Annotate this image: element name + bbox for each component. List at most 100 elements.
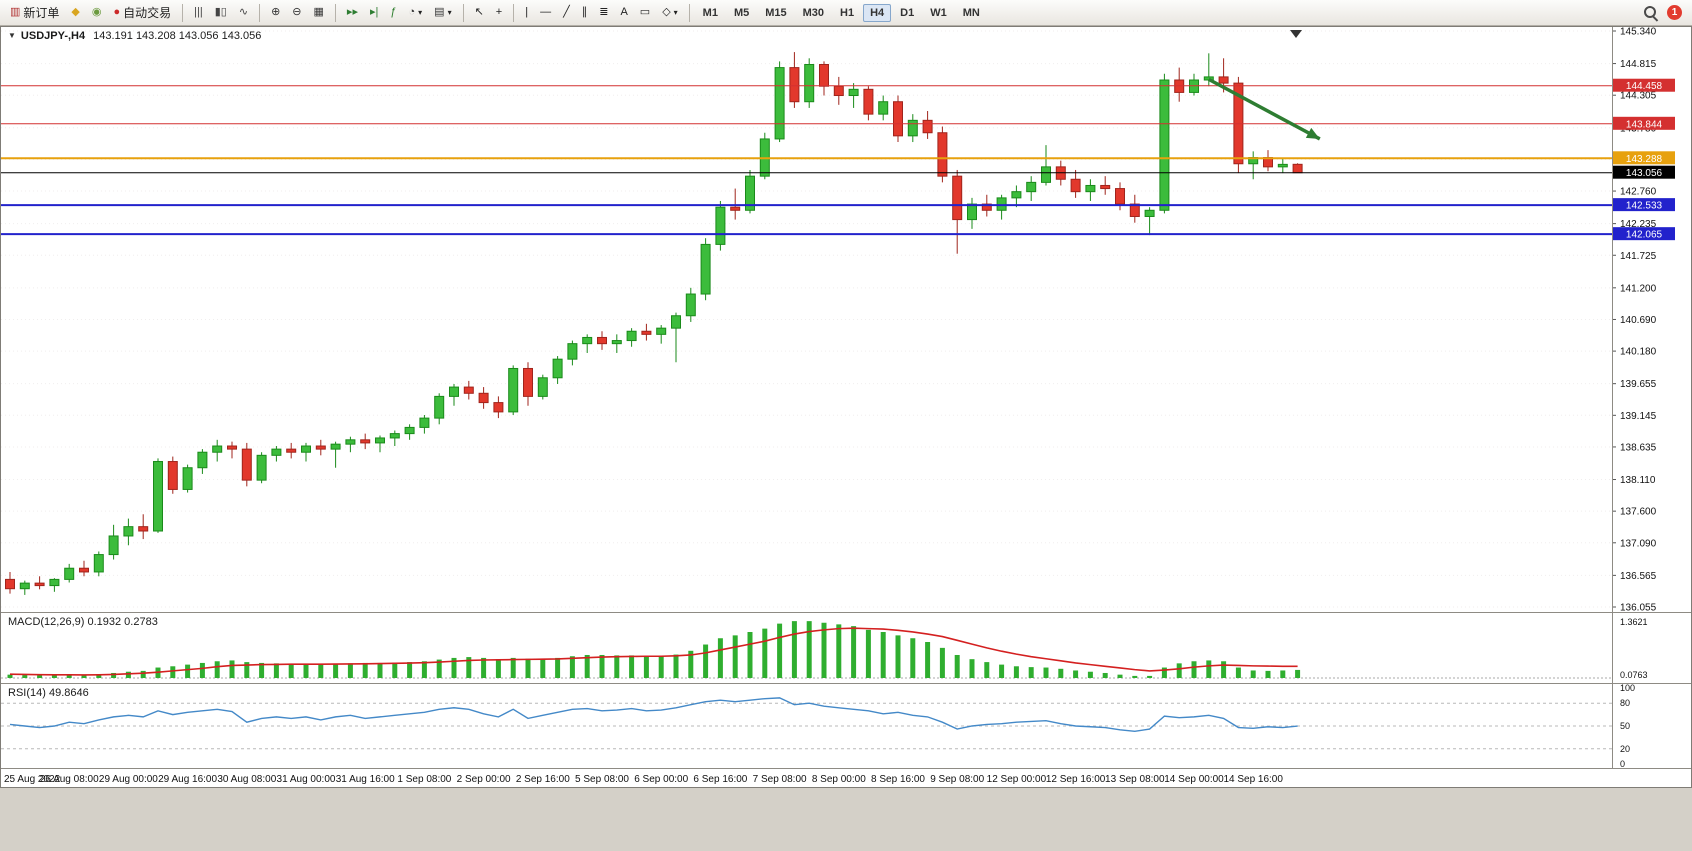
svg-text:136.055: 136.055 <box>1620 603 1657 614</box>
timeframe-h1[interactable]: H1 <box>840 6 855 19</box>
svg-text:141.200: 141.200 <box>1620 283 1657 294</box>
periods-icon[interactable]: ◔ ▾ <box>403 3 427 22</box>
rsi-line <box>9 697 1298 733</box>
timeframe-m30[interactable]: M30 <box>802 6 825 19</box>
auto-trading-icon: ● <box>113 6 121 18</box>
text-icon[interactable]: A <box>615 3 632 22</box>
toolbar-separator <box>334 3 336 22</box>
svg-text:145.340: 145.340 <box>1620 27 1657 38</box>
fibonacci-icon[interactable]: ≣ <box>594 3 613 22</box>
svg-text:26 Aug 08:00: 26 Aug 08:00 <box>40 774 99 785</box>
tile-windows-icon: ▦ <box>313 6 324 18</box>
text-label-icon: ▭ <box>639 6 651 18</box>
vertical-line-icon[interactable]: | <box>520 3 533 22</box>
auto-scroll-icon[interactable]: ▸▸ <box>342 3 363 22</box>
svg-text:139.655: 139.655 <box>1620 379 1657 390</box>
svg-text:80: 80 <box>1620 698 1630 708</box>
price-lines-layer: 144.458 143.844 143.288 142.533 142.065 143.0… <box>1 78 1675 241</box>
svg-text:141.725: 141.725 <box>1620 251 1657 262</box>
svg-text:138.110: 138.110 <box>1620 475 1656 486</box>
svg-text:31 Aug 16:00: 31 Aug 16:00 <box>336 774 395 785</box>
trendline-icon[interactable]: ╱ <box>558 3 575 22</box>
svg-text:137.600: 137.600 <box>1620 507 1657 518</box>
svg-text:14 Sep 00:00: 14 Sep 00:00 <box>1164 774 1224 785</box>
timeframe-mn[interactable]: MN <box>962 6 980 19</box>
zoom-in-icon[interactable]: ⊕ <box>266 3 285 22</box>
indicators-icon[interactable]: ƒ <box>385 3 401 22</box>
crosshair-icon: + <box>495 6 503 18</box>
mql5-community-icon: ◉ <box>91 6 102 18</box>
svg-text:2 Sep 00:00: 2 Sep 00:00 <box>457 774 511 785</box>
auto-trading-button-label: 自动交易 <box>123 6 172 20</box>
chart-canvas[interactable]: 145.340144.815144.305143.780143.270142.7… <box>0 26 1692 788</box>
ohlc-bars-icon: ||| <box>194 6 203 18</box>
svg-text:100: 100 <box>1620 683 1635 693</box>
candlestick-chart-icon[interactable]: ▮▯ <box>210 3 232 22</box>
svg-text:29 Aug 00:00: 29 Aug 00:00 <box>99 774 158 785</box>
toolbar-items: ▥ 新订单 ◆ ◉ ● 自动交易 ||| ▮▯ ∿ ⊕ ⊖ ▦ ▸▸ ▸| ƒ ◔ ▾ ▤ ▾ ↖ + | — ╱ ∥ ≣ A ▭ ◇ ▾… <box>4 0 988 25</box>
toolbar-right-group: 1 <box>1644 5 1688 20</box>
svg-text:31 Aug 00:00: 31 Aug 00:00 <box>277 774 336 785</box>
workspace-background <box>0 788 1692 851</box>
svg-text:6 Sep 00:00: 6 Sep 00:00 <box>634 774 688 785</box>
search-icon[interactable] <box>1644 5 1658 20</box>
zoom-in-icon: ⊕ <box>271 6 281 18</box>
svg-text:20: 20 <box>1620 744 1630 754</box>
svg-text:142.760: 142.760 <box>1620 187 1657 198</box>
auto-trading-button[interactable]: ● 自动交易 <box>109 3 177 22</box>
line-chart-icon[interactable]: ∿ <box>234 3 253 22</box>
svg-text:138.635: 138.635 <box>1620 442 1657 453</box>
svg-text:142.533: 142.533 <box>1626 201 1663 212</box>
ohlc-bars-icon[interactable]: ||| <box>189 3 208 22</box>
chart-shift-marker <box>1290 30 1302 38</box>
candlestick-chart-icon: ▮▯ <box>214 6 227 18</box>
zoom-out-icon[interactable]: ⊖ <box>287 3 306 22</box>
metaeditor-icon[interactable]: ◆ <box>66 3 84 22</box>
timeframe-w1[interactable]: W1 <box>930 6 947 19</box>
chart-window: 145.340144.815144.305143.780143.270142.7… <box>0 26 1692 788</box>
new-order-icon: ▥ <box>10 6 21 18</box>
svg-text:13 Sep 08:00: 13 Sep 08:00 <box>1105 774 1165 785</box>
chart-shift-icon[interactable]: ▸| <box>365 3 383 22</box>
notification-badge[interactable]: 1 <box>1667 5 1682 20</box>
timeframe-h4[interactable]: H4 <box>863 3 892 22</box>
toolbar-separator <box>688 3 690 22</box>
svg-text:7 Sep 08:00: 7 Sep 08:00 <box>753 774 807 785</box>
timeframe-d1[interactable]: D1 <box>900 6 915 19</box>
timeframe-m5[interactable]: M5 <box>733 6 750 19</box>
svg-text:0: 0 <box>1620 759 1625 769</box>
timeframe-m1[interactable]: M1 <box>702 6 718 19</box>
svg-text:12 Sep 00:00: 12 Sep 00:00 <box>987 774 1047 785</box>
metaeditor-icon: ◆ <box>71 6 80 18</box>
horizontal-line-icon: — <box>540 6 552 18</box>
templates-icon[interactable]: ▤ ▾ <box>429 3 456 22</box>
toolbar-separator <box>513 3 515 22</box>
timeframe-m15[interactable]: M15 <box>765 6 787 19</box>
crosshair-icon[interactable]: + <box>491 3 507 22</box>
new-order-button[interactable]: ▥ 新订单 <box>5 3 64 22</box>
svg-text:12 Sep 16:00: 12 Sep 16:00 <box>1046 774 1106 785</box>
cursor-icon[interactable]: ↖ <box>470 3 489 22</box>
svg-text:1 Sep 08:00: 1 Sep 08:00 <box>397 774 451 785</box>
channel-icon: ∥ <box>581 6 588 18</box>
horizontal-line-icon[interactable]: — <box>535 3 556 22</box>
trend-arrow-head <box>1305 127 1320 139</box>
svg-text:143.056: 143.056 <box>1626 168 1663 179</box>
channel-icon[interactable]: ∥ <box>577 3 593 22</box>
svg-text:142.235: 142.235 <box>1620 219 1657 230</box>
main-toolbar: ▥ 新订单 ◆ ◉ ● 自动交易 ||| ▮▯ ∿ ⊕ ⊖ ▦ ▸▸ ▸| ƒ ◔ ▾ ▤ ▾ ↖ + | — ╱ ∥ ≣ A ▭ ◇ ▾… <box>0 0 1692 26</box>
text-label-icon[interactable]: ▭ <box>635 3 655 22</box>
svg-text:8 Sep 00:00: 8 Sep 00:00 <box>812 774 866 785</box>
svg-text:0.0763: 0.0763 <box>1620 670 1648 680</box>
tile-windows-icon[interactable]: ▦ <box>309 3 329 22</box>
mql5-community-icon[interactable]: ◉ <box>87 3 107 22</box>
indicators-icon: ƒ <box>390 6 397 18</box>
fibonacci-icon: ≣ <box>599 6 609 18</box>
svg-text:9 Sep 08:00: 9 Sep 08:00 <box>930 774 984 785</box>
shapes-icon: ◇ <box>662 6 671 18</box>
chart-shift-icon: ▸| <box>369 6 379 18</box>
templates-icon: ▤ <box>434 6 445 18</box>
shapes-icon[interactable]: ◇ ▾ <box>657 3 682 22</box>
